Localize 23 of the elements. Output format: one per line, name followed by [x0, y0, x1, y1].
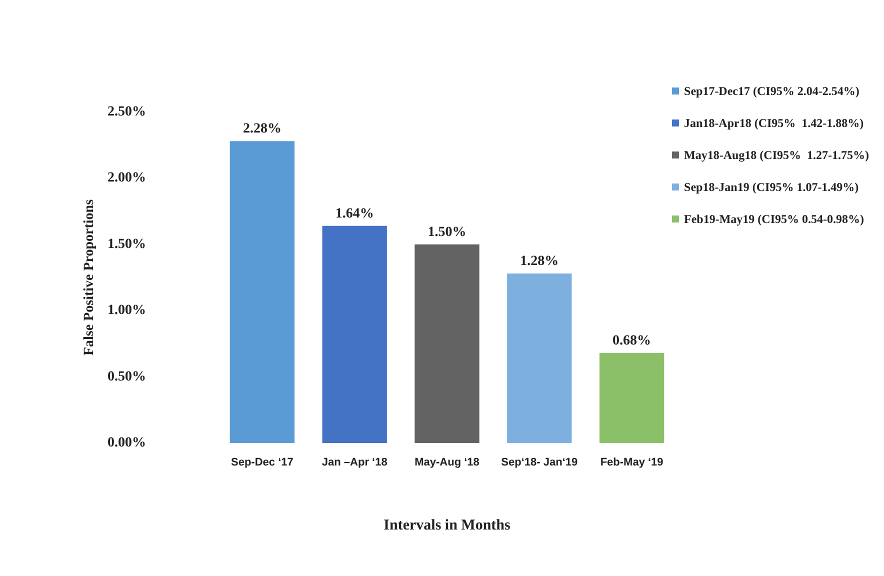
y-tick-label: 2.00%	[108, 170, 146, 186]
data-label: 2.28%	[242, 122, 282, 137]
x-tick-label: Jan –Apr ‘18	[322, 456, 388, 468]
y-tick-label: 0.50%	[108, 369, 146, 384]
x-tick-label: Sep-Dec ‘17	[231, 456, 294, 468]
y-tick-label: 1.00%	[108, 303, 146, 318]
y-tick-label: 2.50%	[108, 104, 146, 120]
y-tick-label: 1.50%	[108, 236, 146, 252]
x-axis-title: Intervals in Months	[384, 518, 510, 534]
data-label: 1.28%	[520, 254, 559, 270]
y-axis-title: False Positive Proportions	[82, 198, 98, 356]
x-tick-label: Feb-May ‘19	[600, 456, 664, 468]
legend-label: Sep17-Dec17 (CI95% 2.04-2.54%)	[684, 84, 860, 98]
y-tick-label: 0.00%	[108, 436, 146, 450]
legend-label: Jan18-Apr18 (CI95% 1.42-1.88%)	[684, 116, 864, 130]
data-label: 1.50%	[428, 224, 466, 240]
legend-label: Sep18-Jan19 (CI95% 1.07-1.49%)	[684, 180, 859, 194]
data-label: 0.68%	[612, 333, 652, 348]
legend-label: Feb19-May19 (CI95% 0.54-0.98%)	[684, 212, 864, 226]
data-label: 1.64%	[335, 206, 374, 222]
legend-label: May18-Aug18 (CI95% 1.27-1.75%)	[684, 148, 870, 162]
x-tick-label: Sep‘18- Jan‘19	[501, 456, 578, 468]
x-tick-label: May-Aug ‘18	[414, 456, 480, 468]
